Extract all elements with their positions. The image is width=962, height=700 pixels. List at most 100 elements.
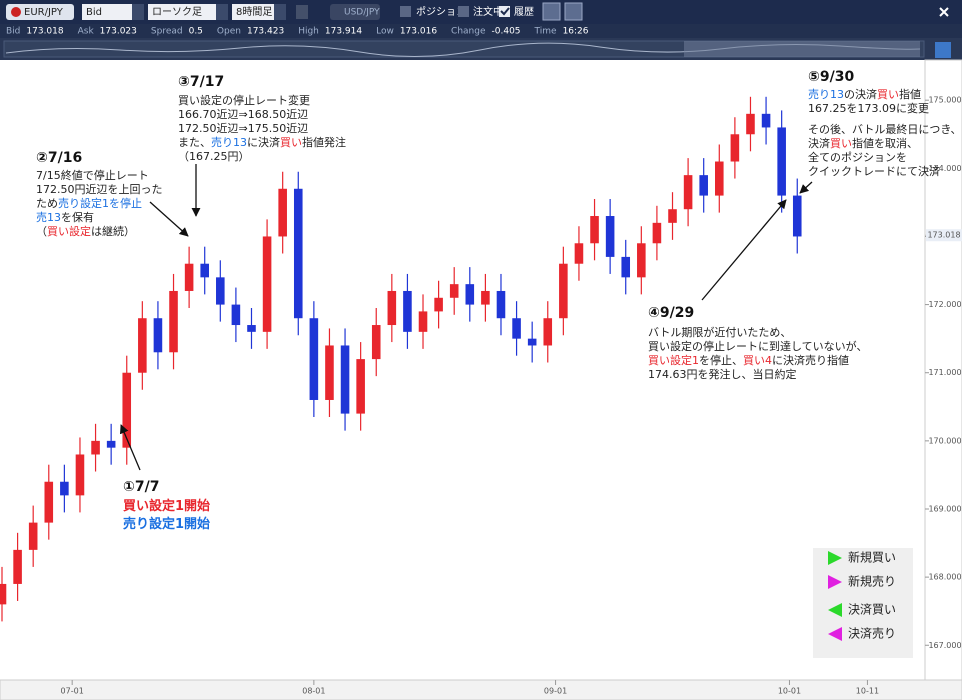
toggle: 履歴 <box>514 6 534 18</box>
candle-body <box>340 345 350 414</box>
last-price: 173.018 <box>927 231 960 240</box>
navigator-window[interactable] <box>684 41 920 57</box>
annotation-title: ④9/29 <box>648 305 694 321</box>
annotation-text: 指値発注 <box>302 135 346 149</box>
annotation-text: 買い設定1 <box>648 353 699 367</box>
legend-icon <box>828 551 842 565</box>
annotation-text: 買い <box>280 136 302 149</box>
y-tick-label: 169.000 <box>928 504 961 513</box>
quote-value: 173.423 <box>247 27 284 37</box>
candle-body <box>13 549 22 584</box>
candle-body <box>668 209 677 223</box>
annotation-line: 166.70近辺⇒168.50近辺 <box>178 108 308 121</box>
chart-kind: ローソク足 <box>152 6 202 18</box>
annotation-text: 売り13 <box>211 136 247 149</box>
candle-body <box>449 284 459 298</box>
legend-label: 新規買い <box>848 550 896 565</box>
y-tick-label: 170.000 <box>928 436 961 445</box>
quote-value: 0.5 <box>189 27 203 37</box>
last-price-tag <box>926 229 962 242</box>
candle-body <box>543 318 553 346</box>
annotation-text: 買い <box>830 137 852 150</box>
flag-icon <box>11 7 21 17</box>
tool-button[interactable] <box>564 2 583 21</box>
candle-body <box>122 372 132 448</box>
annotation-text: の決済 <box>844 87 877 101</box>
compare-check[interactable] <box>296 5 308 19</box>
annotation-line: 172.50円近辺を上回った <box>36 183 163 196</box>
annotation-text: 172.50近辺⇒175.50近辺 <box>178 122 308 135</box>
side-select[interactable] <box>82 4 144 20</box>
candle-body <box>200 263 209 278</box>
quote-value: 173.914 <box>325 27 362 37</box>
candle-body <box>293 188 303 319</box>
toggle: 注文中 <box>473 5 503 18</box>
quote-label: Spread <box>151 27 183 37</box>
candle-body <box>621 256 631 278</box>
candle-body <box>730 134 740 162</box>
checkbox[interactable] <box>458 6 469 17</box>
annotation-text: 決済 <box>808 136 830 150</box>
annotation-line: 172.50近辺⇒175.50近辺 <box>178 122 308 135</box>
timeframe: 8時間足 <box>236 6 272 18</box>
checkbox[interactable] <box>400 6 411 17</box>
timeframe-select[interactable] <box>232 4 286 20</box>
symbol-button[interactable] <box>6 4 74 20</box>
candle-body <box>481 290 490 305</box>
quote-value: -0.405 <box>492 27 521 37</box>
checkbox[interactable] <box>499 6 510 17</box>
tool-button[interactable] <box>542 2 561 21</box>
annotation-title: ③7/17 <box>178 74 224 90</box>
annotation-line: 167.25を173.09に変更 <box>808 101 929 115</box>
kind-select[interactable] <box>148 4 228 20</box>
legend-icon <box>828 627 842 641</box>
candle-body <box>699 175 708 196</box>
y-tick-label: 174.000 <box>928 164 961 173</box>
candle-body <box>75 454 85 496</box>
annotation-line: 売13を保有 <box>36 210 94 224</box>
candle-body <box>184 263 194 291</box>
candle-body <box>559 263 568 319</box>
candle-body <box>262 236 272 332</box>
legend-label: 決済買い <box>848 602 896 617</box>
price-side: Bid <box>86 7 102 18</box>
annotation-text: その後、バトル最終日につき、 <box>808 122 962 136</box>
annotation-text: 167.25を173.09に変更 <box>808 101 929 115</box>
candle-body <box>605 216 615 257</box>
candle-body <box>387 290 397 326</box>
quote-value: 173.016 <box>400 27 437 37</box>
y-tick-label: 167.000 <box>928 641 961 650</box>
candle-body <box>590 216 599 244</box>
close-icon[interactable] <box>939 7 949 17</box>
quote-label: Ask <box>78 27 95 37</box>
dropdown-arrow <box>274 4 286 20</box>
dropdown-arrow <box>216 4 228 20</box>
candle-body <box>761 113 771 128</box>
navigator-button[interactable] <box>935 42 951 58</box>
annotation-text: に決済売り指値 <box>772 353 849 367</box>
candle-body <box>512 318 521 339</box>
arrow <box>799 181 813 194</box>
x-tick-label: 08-01 <box>302 687 325 696</box>
annotation-text: （167.25円） <box>178 150 250 163</box>
candle-body <box>496 290 506 319</box>
annotation-line: 売り13の決済買い指値 <box>808 87 921 101</box>
annotation-text: ため <box>36 197 58 210</box>
annotation-text: 売り13 <box>808 88 844 101</box>
annotation-line: 全てのポジションを <box>808 150 907 164</box>
annotation-text: 指値 <box>899 87 921 101</box>
annotation-text: また、 <box>178 136 211 149</box>
candle-body <box>44 481 54 523</box>
x-tick-label: 10-11 <box>856 687 879 696</box>
annotation-line: 買い設定の停止レートに到達していないが、 <box>648 339 867 353</box>
quote-strip <box>0 24 962 38</box>
annotation-text: クイックトレードにて決済 <box>808 164 940 178</box>
annotation-text: 全てのポジションを <box>808 150 907 164</box>
compare-button[interactable] <box>330 4 380 20</box>
annotation-line: 買い設定1開始 <box>123 498 210 514</box>
legend-icon <box>828 603 842 617</box>
candle-body <box>527 338 537 346</box>
candle-body <box>216 277 225 305</box>
candle-body <box>746 113 755 135</box>
